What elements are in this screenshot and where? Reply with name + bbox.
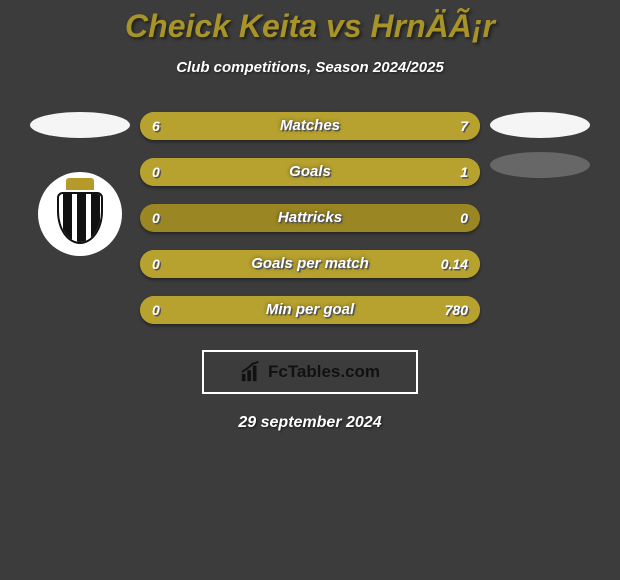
page-title: Cheick Keita vs HrnÄÃ¡r xyxy=(0,0,620,45)
stat-label: Goals per match xyxy=(140,250,480,278)
date-line: 29 september 2024 xyxy=(0,414,620,432)
stat-row: 0Hattricks0 xyxy=(140,204,480,232)
stat-right-value: 7 xyxy=(460,112,468,140)
player-right-column xyxy=(480,112,600,324)
stat-right-value: 780 xyxy=(445,296,468,324)
player-left-crest xyxy=(38,172,122,256)
stat-right-value: 0.14 xyxy=(441,250,468,278)
stat-right-value: 0 xyxy=(460,204,468,232)
stat-right-value: 1 xyxy=(460,158,468,186)
stat-label: Matches xyxy=(140,112,480,140)
player-left-column xyxy=(20,112,140,324)
player-right-name-ellipse xyxy=(490,112,590,138)
brand-box: FcTables.com xyxy=(202,350,418,394)
brand-text: FcTables.com xyxy=(268,362,380,382)
stat-label: Min per goal xyxy=(140,296,480,324)
stat-bars: 6Matches70Goals10Hattricks00Goals per ma… xyxy=(140,112,480,324)
stat-row: 0Goals1 xyxy=(140,158,480,186)
stat-row: 0Min per goal780 xyxy=(140,296,480,324)
stat-label: Goals xyxy=(140,158,480,186)
subtitle: Club competitions, Season 2024/2025 xyxy=(0,59,620,76)
stat-label: Hattricks xyxy=(140,204,480,232)
bar-chart-icon xyxy=(240,361,262,383)
stat-row: 6Matches7 xyxy=(140,112,480,140)
crest-shield-icon xyxy=(57,192,103,244)
crest-crown-icon xyxy=(66,178,94,190)
stat-row: 0Goals per match0.14 xyxy=(140,250,480,278)
player-left-name-ellipse xyxy=(30,112,130,138)
stats-area: 6Matches70Goals10Hattricks00Goals per ma… xyxy=(0,112,620,324)
player-right-crest-ellipse xyxy=(490,152,590,178)
